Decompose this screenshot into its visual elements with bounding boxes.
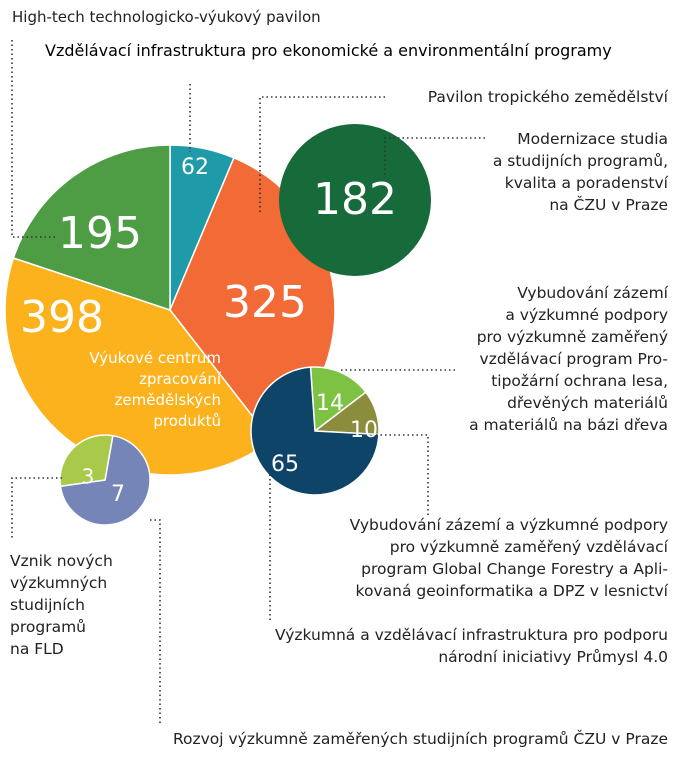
- value-label: 10: [350, 418, 378, 443]
- category-label: Vzdělávací infrastruktura pro ekonomické…: [45, 41, 612, 60]
- leader-line: [376, 434, 429, 515]
- leader-line: [150, 519, 161, 725]
- value-label: 7: [111, 482, 125, 507]
- pie-slice: [309, 366, 367, 433]
- value-label: 65: [271, 452, 299, 477]
- category-label: Vznik nových výzkumných studijních progr…: [10, 552, 113, 658]
- leader-line: [384, 137, 485, 178]
- leader-line: [11, 40, 55, 238]
- pie-slice: [4, 257, 273, 476]
- value-label: 398: [20, 292, 104, 343]
- value-label: 182: [313, 174, 397, 225]
- category-label: High-tech technologicko-výukový pavilon: [12, 8, 321, 26]
- category-label: Rozvoj výzkumně zaměřených studijních pr…: [172, 730, 668, 748]
- category-label: Vybudování zázemí a výzkumné podpory pro…: [349, 516, 668, 600]
- pie-slice: [12, 144, 171, 312]
- category-label: Výzkumná a vzdělávací infrastruktura pro…: [275, 626, 668, 666]
- pie-slice: [279, 124, 431, 276]
- value-label: 62: [181, 155, 209, 180]
- pie-slice: [250, 366, 380, 496]
- category-label: Výukové centrum zpracování zemědělských …: [89, 349, 221, 430]
- category-label: Vybudování zázemí a výzkumné podpory pro…: [469, 284, 668, 434]
- value-label: 195: [58, 208, 142, 259]
- leader-line: [11, 477, 62, 540]
- value-label: 325: [223, 277, 307, 328]
- pie-slice: [59, 434, 114, 488]
- leader-line: [259, 96, 385, 212]
- category-label: Modernizace studia a studijních programů…: [492, 130, 668, 214]
- value-label: 14: [316, 391, 344, 416]
- value-label: 3: [82, 465, 95, 489]
- category-label: Pavilon tropického zemědělství: [427, 88, 668, 106]
